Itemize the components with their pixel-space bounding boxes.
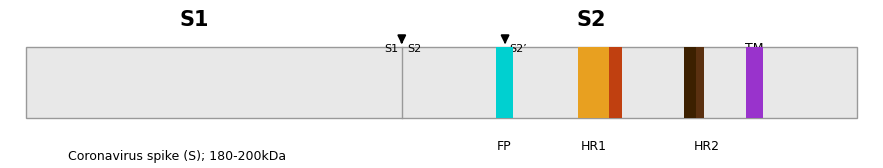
- Bar: [26, 47, 857, 118]
- Text: S2’: S2’: [509, 44, 527, 54]
- Bar: [578, 47, 609, 118]
- Bar: [496, 47, 513, 118]
- Bar: [746, 47, 763, 118]
- Text: S1: S1: [179, 10, 209, 30]
- Text: HR2: HR2: [693, 140, 720, 153]
- Text: TM: TM: [745, 42, 763, 55]
- Text: Coronavirus spike (S); 180-200kDa: Coronavirus spike (S); 180-200kDa: [67, 150, 286, 163]
- Bar: [609, 47, 622, 118]
- Text: S2: S2: [577, 10, 607, 30]
- Text: HR1: HR1: [580, 140, 607, 153]
- Text: FP: FP: [497, 140, 511, 153]
- Text: S2: S2: [407, 44, 421, 54]
- Bar: [684, 47, 696, 118]
- Text: S1: S1: [384, 44, 398, 54]
- Bar: [696, 47, 704, 118]
